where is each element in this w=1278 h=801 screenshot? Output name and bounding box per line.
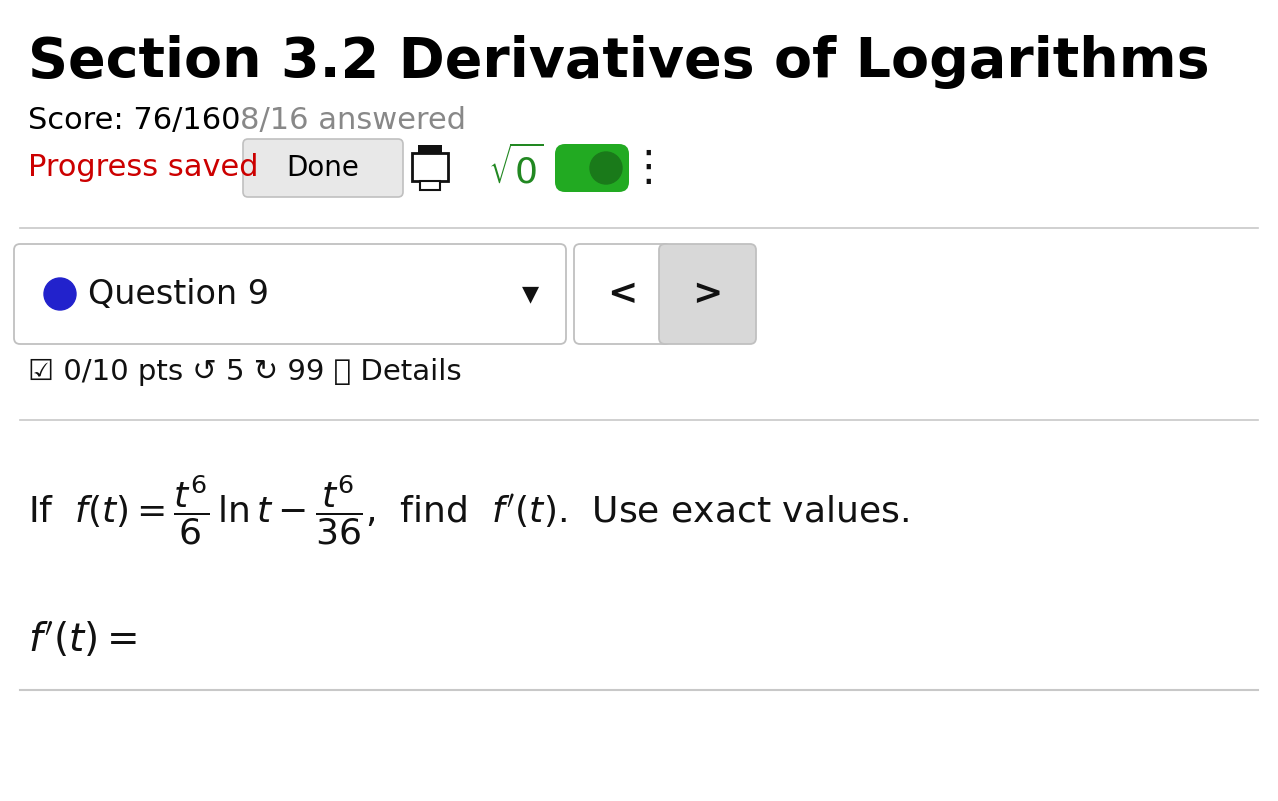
- Text: ☑ 0/10 pts ↺ 5 ↻ 99 ⓘ Details: ☑ 0/10 pts ↺ 5 ↻ 99 ⓘ Details: [28, 358, 461, 386]
- Text: ⋮: ⋮: [627, 147, 668, 189]
- FancyBboxPatch shape: [14, 244, 566, 344]
- Polygon shape: [418, 145, 442, 153]
- Text: Progress saved: Progress saved: [28, 154, 258, 183]
- Text: Done: Done: [286, 154, 359, 182]
- Circle shape: [590, 152, 622, 184]
- Circle shape: [43, 278, 75, 310]
- Polygon shape: [420, 181, 440, 190]
- Text: >: >: [693, 277, 722, 311]
- FancyBboxPatch shape: [574, 244, 671, 344]
- FancyBboxPatch shape: [555, 144, 629, 192]
- Text: If  $f(t) = \dfrac{t^6}{6}\,\ln t - \dfrac{t^6}{36}$,  find  $f'(t)$.  Use exact: If $f(t) = \dfrac{t^6}{6}\,\ln t - \dfra…: [28, 473, 909, 547]
- Text: $\sqrt{0}$: $\sqrt{0}$: [488, 145, 544, 191]
- Text: ▼: ▼: [521, 284, 538, 304]
- Text: Question 9: Question 9: [88, 277, 268, 311]
- FancyBboxPatch shape: [412, 153, 449, 181]
- Text: Score: 76/160: Score: 76/160: [28, 106, 240, 135]
- Text: 8/16 answered: 8/16 answered: [240, 106, 466, 135]
- FancyBboxPatch shape: [243, 139, 403, 197]
- Text: <: <: [607, 277, 638, 311]
- Text: $f'(t) =$: $f'(t) =$: [28, 621, 137, 659]
- Text: Section 3.2 Derivatives of Logarithms: Section 3.2 Derivatives of Logarithms: [28, 35, 1209, 89]
- FancyBboxPatch shape: [659, 244, 757, 344]
